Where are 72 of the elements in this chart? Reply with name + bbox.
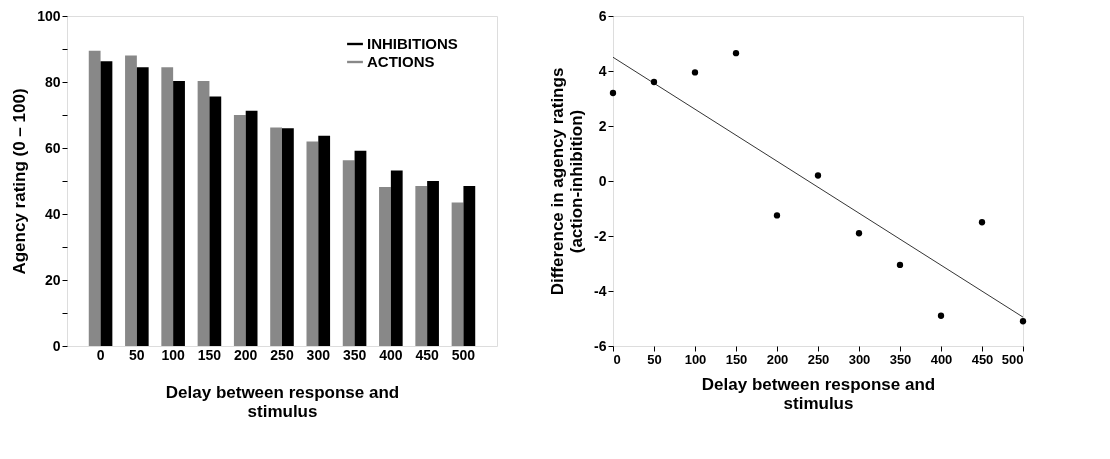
- bar: [173, 81, 185, 346]
- bar: [209, 96, 222, 346]
- bar: [379, 186, 391, 346]
- x-tick-label: 350: [342, 346, 367, 363]
- bar: [125, 55, 137, 346]
- bar: [270, 127, 282, 346]
- y-tick-label: 60: [44, 139, 61, 156]
- y-tick-label: 6: [598, 7, 607, 24]
- bar: [427, 181, 439, 346]
- y-tick-label: 4: [598, 62, 607, 79]
- x-tick-label: 150: [197, 346, 222, 363]
- point: [978, 219, 986, 226]
- x-tick-label: 300: [306, 346, 331, 363]
- x-tick-label: 400: [930, 351, 953, 367]
- x-tick-label: 100: [684, 351, 707, 367]
- x-tick-label: 50: [647, 351, 662, 367]
- bar: [463, 185, 476, 346]
- point: [609, 89, 617, 97]
- x-tick-label: 150: [725, 351, 748, 367]
- x-tick-label: 250: [270, 346, 294, 363]
- legend-label: ACTIONS: [367, 53, 435, 70]
- x-tick-label: 450: [971, 351, 994, 367]
- point: [896, 261, 904, 269]
- x-tick-label: 200: [766, 351, 789, 367]
- x-tick-label: 50: [129, 346, 145, 363]
- x-tick-label: 500: [1001, 351, 1024, 367]
- x-tick-label: 100: [161, 346, 186, 363]
- bar: [306, 141, 319, 346]
- x-tick-label: 0: [613, 351, 621, 367]
- x-tick-label: 300: [848, 351, 871, 367]
- y-tick-label: 100: [37, 7, 61, 24]
- x-tick-label: 400: [379, 346, 403, 363]
- bar: [354, 150, 367, 346]
- point: [937, 312, 945, 319]
- bar: [415, 185, 428, 346]
- y-tick-label: 80: [44, 73, 61, 90]
- y-tick-label: -4: [594, 282, 607, 299]
- y-tick-label: 20: [44, 271, 61, 288]
- y-tick-label: -6: [594, 337, 607, 354]
- y-tick-label: 0: [598, 172, 607, 189]
- point: [814, 172, 822, 179]
- x-tick-label: 450: [415, 346, 440, 363]
- bar: [233, 115, 246, 346]
- bar: [342, 160, 355, 346]
- x-tick-label: 200: [234, 346, 258, 363]
- bar: [451, 202, 464, 346]
- bar: [390, 170, 403, 346]
- point: [855, 230, 863, 237]
- bar: [136, 67, 149, 346]
- y-axis-title: Agency rating (0 – 100): [10, 88, 30, 275]
- x-tick-label: 250: [807, 351, 830, 367]
- y-tick-label: -2: [594, 227, 607, 244]
- x-tick-label: 0: [96, 346, 105, 363]
- y-axis-title: Difference in agency ratings (action-inhibition): [548, 67, 587, 296]
- point: [773, 212, 781, 219]
- y-tick-label: 2: [598, 117, 607, 134]
- x-axis-title: Delay between response and stimulus: [165, 382, 400, 421]
- x-tick-label: 350: [889, 351, 912, 367]
- point: [691, 69, 699, 76]
- legend-label: INHIBITIONS: [367, 35, 458, 52]
- bar: [318, 135, 331, 346]
- x-tick-label: 500: [451, 346, 476, 363]
- y-tick-label: 40: [44, 205, 61, 222]
- bar: [282, 128, 294, 346]
- bar: [88, 50, 101, 346]
- x-axis-title: Delay between response and stimulus: [701, 374, 936, 413]
- bar: [245, 110, 258, 346]
- bar: [197, 81, 210, 346]
- point: [732, 49, 740, 57]
- point: [1019, 318, 1027, 325]
- bar: [161, 67, 174, 346]
- bar: [100, 61, 113, 346]
